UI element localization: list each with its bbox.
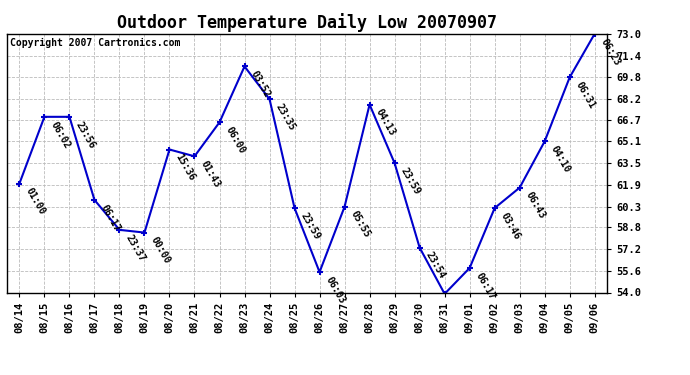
Text: 01:00: 01:00	[23, 186, 47, 217]
Title: Outdoor Temperature Daily Low 20070907: Outdoor Temperature Daily Low 20070907	[117, 13, 497, 32]
Text: 06:02: 06:02	[48, 120, 72, 150]
Text: 06:27: 06:27	[0, 374, 1, 375]
Text: 06:43: 06:43	[524, 190, 547, 221]
Text: 06:00: 06:00	[224, 125, 247, 156]
Text: 01:43: 01:43	[199, 159, 222, 189]
Text: 06:17: 06:17	[474, 271, 497, 301]
Text: 06:23: 06:23	[599, 36, 622, 67]
Text: 06:03: 06:03	[324, 275, 347, 305]
Text: 03:52: 03:52	[248, 69, 272, 100]
Text: 03:46: 03:46	[499, 211, 522, 241]
Text: 04:13: 04:13	[374, 107, 397, 138]
Text: 23:37: 23:37	[124, 232, 147, 263]
Text: 23:59: 23:59	[399, 166, 422, 196]
Text: 06:31: 06:31	[574, 80, 598, 111]
Text: 23:35: 23:35	[274, 102, 297, 132]
Text: 15:36: 15:36	[174, 152, 197, 183]
Text: 23:59: 23:59	[299, 211, 322, 241]
Text: 23:54: 23:54	[424, 251, 447, 281]
Text: Copyright 2007 Cartronics.com: Copyright 2007 Cartronics.com	[10, 38, 180, 48]
Text: 04:10: 04:10	[549, 144, 572, 174]
Text: 23:56: 23:56	[74, 120, 97, 150]
Text: 05:55: 05:55	[348, 210, 372, 240]
Text: 06:17: 06:17	[99, 202, 122, 233]
Text: 00:00: 00:00	[148, 236, 172, 266]
